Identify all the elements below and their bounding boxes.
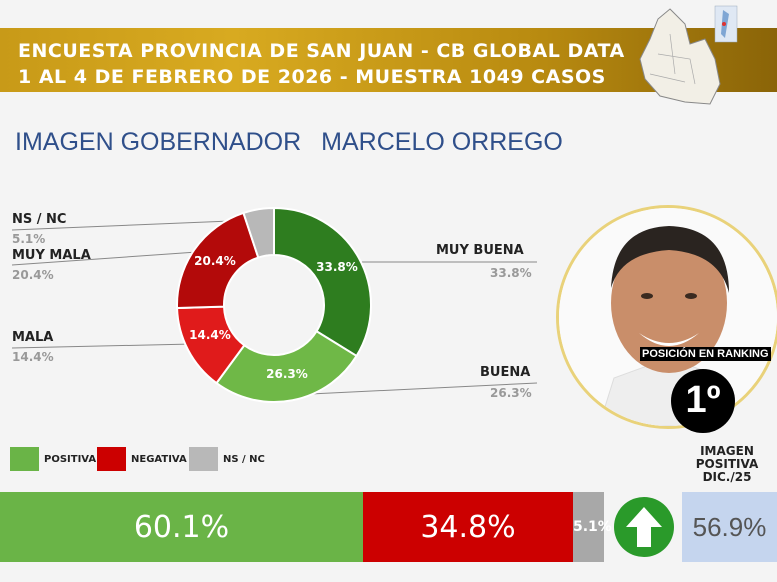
- header-title: ENCUESTA PROVINCIA DE SAN JUAN - CB GLOB…: [18, 40, 625, 62]
- legend-item-ns-nc: NS / NC: [189, 447, 265, 471]
- san-juan-map-icon: [639, 5, 738, 105]
- donut-label-mala: 14.4%: [189, 328, 231, 342]
- donut-label-muy-mala: 20.4%: [194, 254, 236, 268]
- ranking-badge: 1º: [671, 369, 735, 433]
- leader-line-ns: [11, 219, 256, 231]
- donut-label-buena: 26.3%: [266, 367, 308, 381]
- donut-slice-ns-nc: [242, 206, 275, 259]
- portrait-illustration: [559, 208, 777, 426]
- donut-slice-muy-mala: [176, 211, 260, 310]
- bar-ns-nc: 5.1%: [573, 492, 612, 562]
- value-muy-mala: 20.4%: [12, 268, 54, 282]
- legend-label-negativa: NEGATIVA: [131, 453, 187, 465]
- arrow-up-glyph: [626, 507, 662, 547]
- value-muy-buena: 33.8%: [490, 266, 532, 280]
- previous-label-line-3: DIC./25: [702, 470, 752, 484]
- bar-label-ns-nc: 5.1%: [573, 519, 612, 535]
- bar-label-negativa: 34.8%: [420, 509, 516, 545]
- previous-positive-label: IMAGEN POSITIVA DIC./25: [688, 445, 766, 484]
- legend-label-positiva: POSITIVA: [44, 453, 97, 465]
- value-buena: 26.3%: [490, 386, 532, 400]
- leader-line-buena: [289, 382, 538, 396]
- value-ns-nc: 5.1%: [12, 232, 46, 246]
- bar-label-positiva: 60.1%: [133, 509, 230, 545]
- label-muy-mala: MUY MALA: [12, 248, 91, 263]
- title-part-2: MARCELO ORREGO: [321, 128, 563, 156]
- donut-label-muy-buena: 33.8%: [316, 260, 358, 274]
- legend-label-ns-nc: NS / NC: [223, 453, 265, 465]
- previous-label-line-1: IMAGEN: [700, 444, 754, 458]
- donut-slice-buena: [215, 329, 358, 403]
- title-part-1: IMAGEN GOBERNADOR: [15, 128, 302, 156]
- previous-positive-value: 56.9%: [682, 492, 777, 562]
- legend-swatch-negativa: [97, 447, 126, 471]
- leader-line-muy-mala: [11, 251, 198, 266]
- leader-line-mala: [11, 343, 194, 349]
- legend-item-negativa: NEGATIVA: [97, 447, 187, 471]
- bar-negativa: 34.8%: [363, 492, 573, 562]
- chart-title: IMAGEN GOBERNADOR MARCELO ORREGO: [15, 128, 583, 157]
- label-muy-buena: MUY BUENA: [436, 243, 524, 258]
- governor-portrait: [556, 205, 777, 429]
- donut-slice-muy-buena: [273, 206, 372, 358]
- legend-swatch-ns-nc: [189, 447, 218, 471]
- label-mala: MALA: [12, 330, 54, 345]
- header-subtitle: 1 AL 4 DE FEBRERO DE 2026 - MUESTRA 1049…: [18, 66, 606, 88]
- value-mala: 14.4%: [12, 350, 54, 364]
- arrow-up-icon: [614, 497, 674, 557]
- label-buena: BUENA: [480, 365, 531, 380]
- label-ns-nc: NS / NC: [12, 212, 67, 227]
- previous-label-line-2: POSITIVA: [695, 457, 759, 471]
- legend-swatch-positiva: [10, 447, 39, 471]
- legend-item-positiva: POSITIVA: [10, 447, 96, 471]
- ranking-label: POSICIÓN EN RANKING: [640, 347, 771, 361]
- bar-positiva: 60.1%: [0, 492, 363, 562]
